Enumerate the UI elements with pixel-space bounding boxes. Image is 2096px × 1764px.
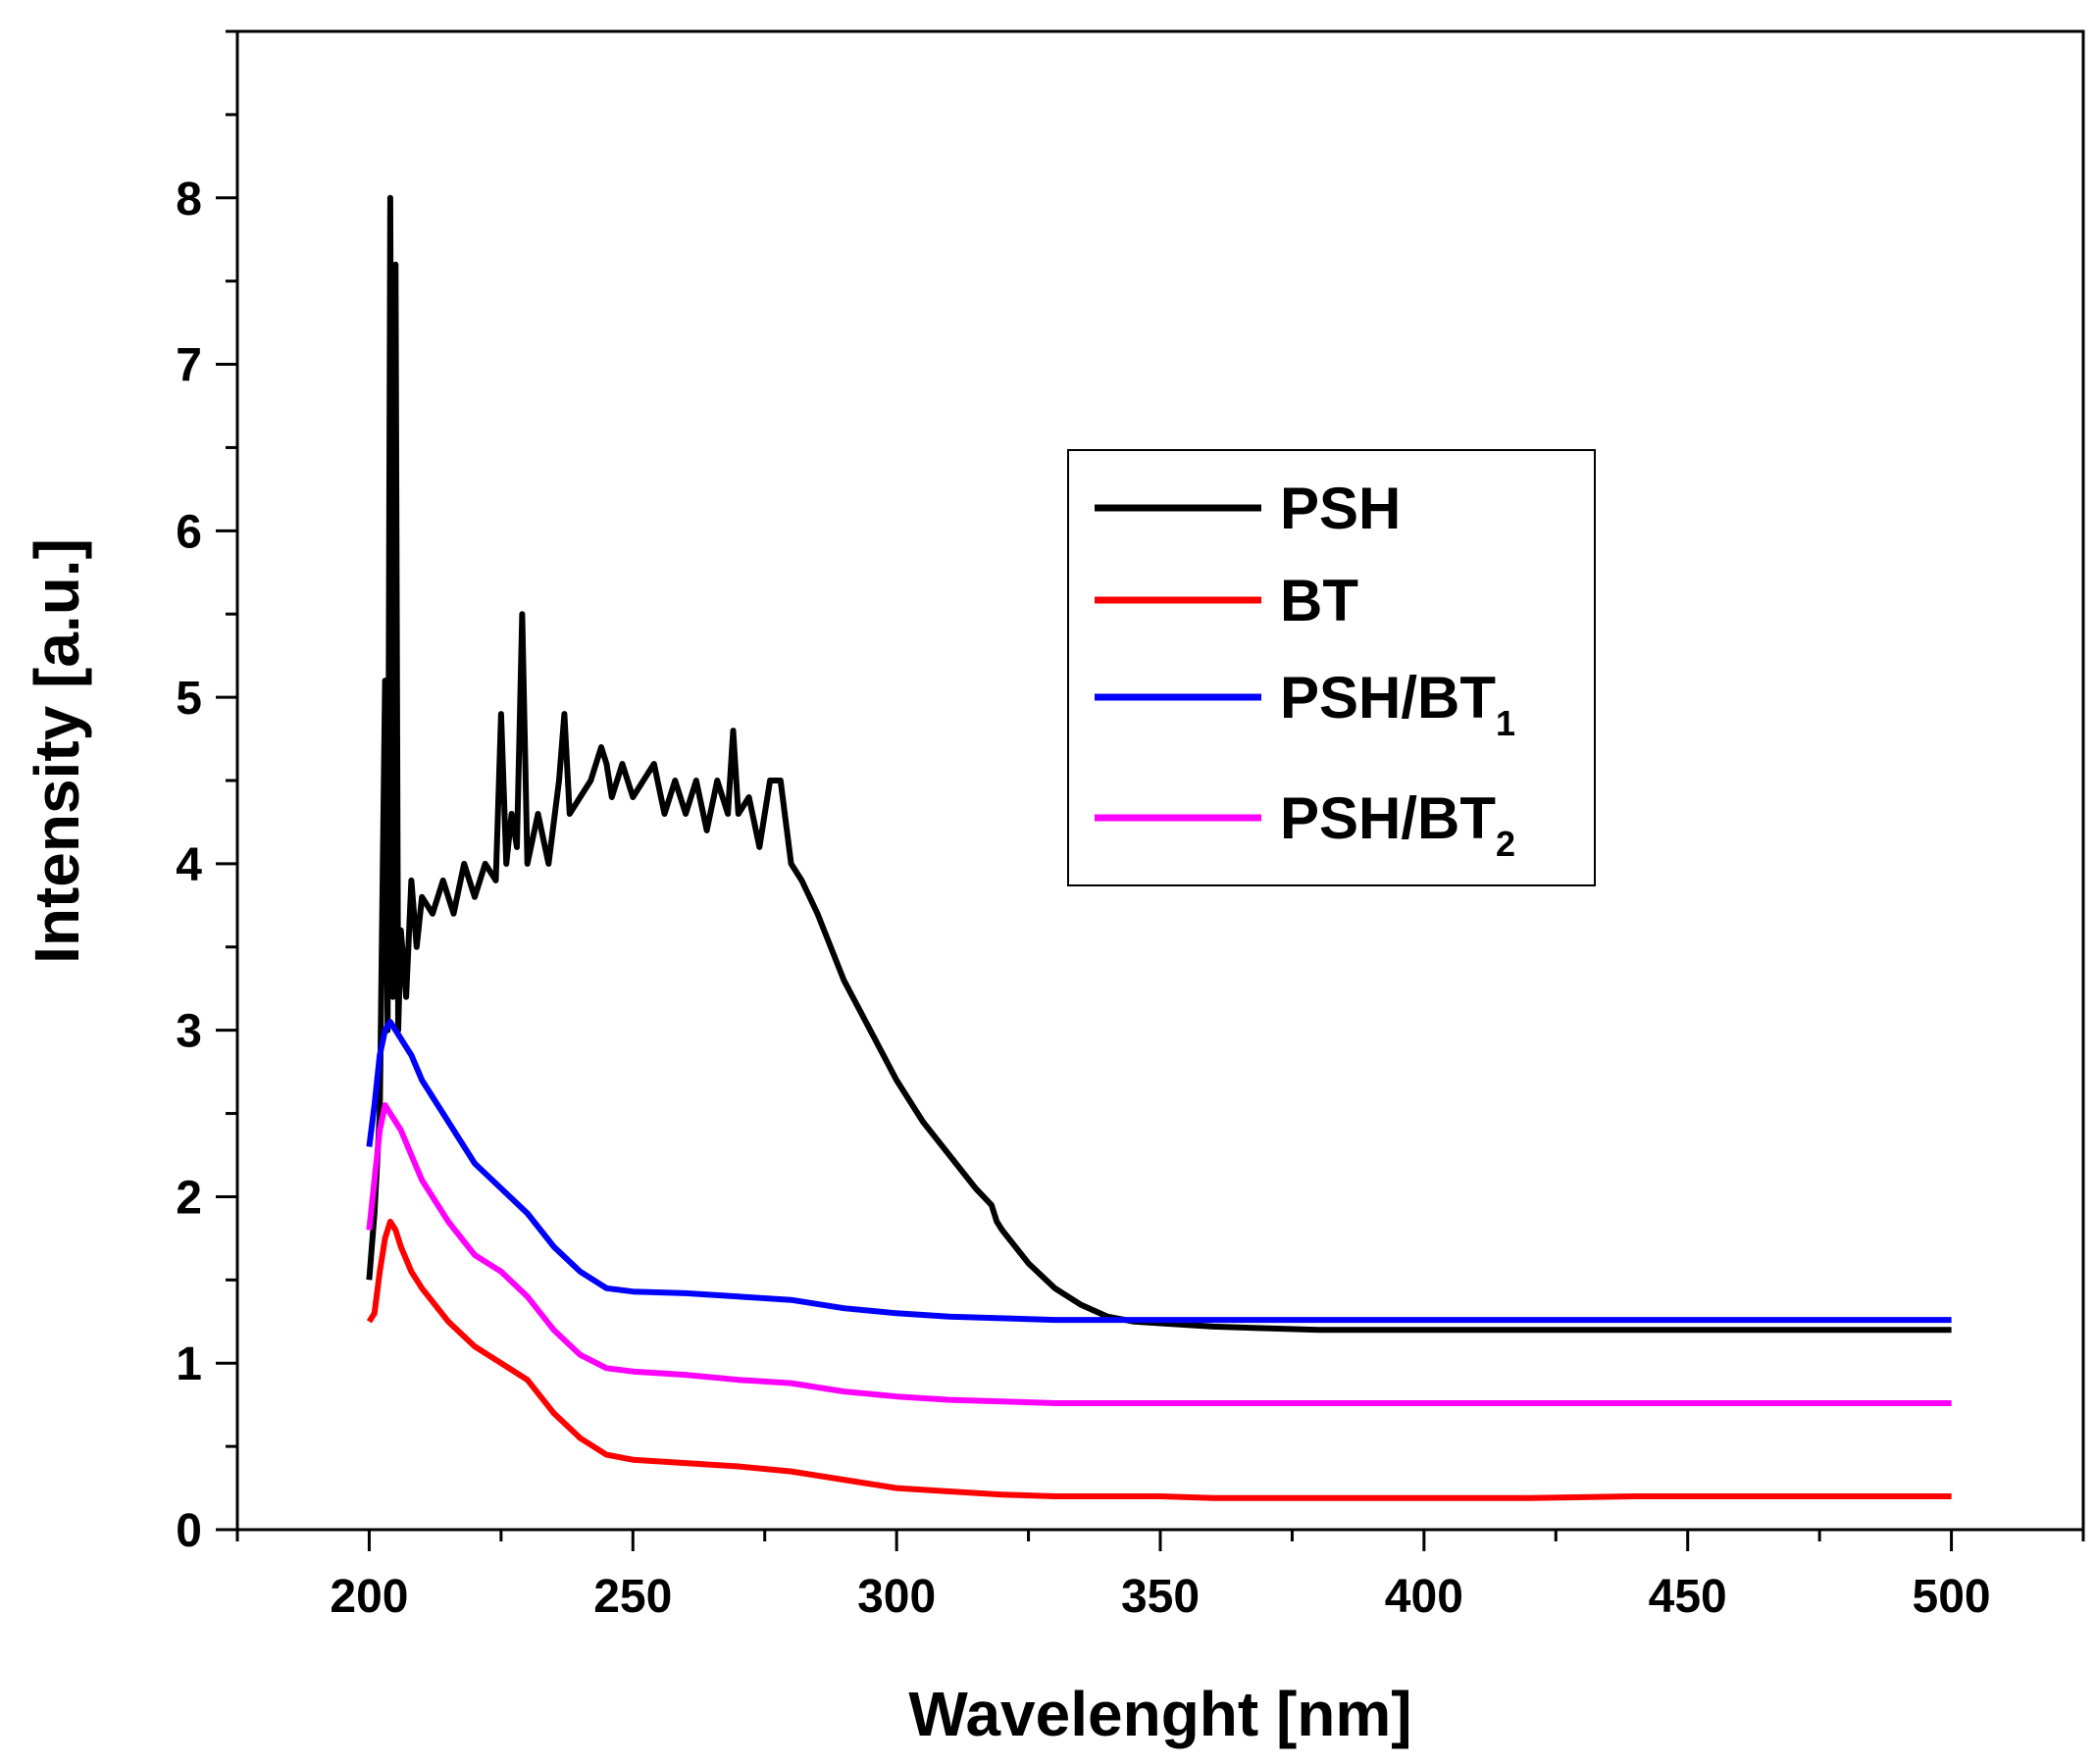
legend-label: PSH xyxy=(1280,476,1401,541)
legend-label: PSH/BT2 xyxy=(1280,785,1515,864)
tick-labels: 200 250 300 350 400 450 500 0 1 2 3 4 5 6 7 8 xyxy=(176,174,1990,1623)
y-tick-label: 6 xyxy=(176,506,202,558)
x-tick-label: 250 xyxy=(593,1571,672,1623)
series-line-3 xyxy=(366,1102,1952,1406)
series-line-2 xyxy=(366,1019,1952,1324)
x-tick-label: 300 xyxy=(857,1571,936,1623)
y-tick-label: 8 xyxy=(176,174,202,226)
x-tick-label: 450 xyxy=(1649,1571,1727,1623)
x-tick-label: 500 xyxy=(1913,1571,1991,1623)
y-tick-label: 3 xyxy=(176,1006,202,1058)
plot-frame xyxy=(235,29,2085,1532)
y-tick-label: 5 xyxy=(176,673,202,725)
y-axis-title: Intensity [a.u.] xyxy=(22,538,92,964)
series-layer xyxy=(366,194,1952,1501)
y-tick-label: 2 xyxy=(176,1172,202,1224)
x-tick-label: 350 xyxy=(1121,1571,1200,1623)
y-tick-label: 7 xyxy=(176,340,202,392)
legend-label: BT xyxy=(1280,568,1358,633)
x-axis-title: Wavelenght [nm] xyxy=(908,1679,1411,1749)
series-line-0 xyxy=(366,194,1952,1334)
y-tick-label: 4 xyxy=(176,839,202,891)
y-tick-label: 0 xyxy=(176,1505,202,1557)
x-tick-label: 200 xyxy=(330,1571,408,1623)
x-tick-label: 400 xyxy=(1385,1571,1463,1623)
y-tick-label: 1 xyxy=(176,1338,202,1390)
series-line-1 xyxy=(366,1218,1952,1501)
axis-ticks xyxy=(216,29,2085,1551)
legend: PSH BT PSH/BT1 PSH/BT2 xyxy=(1067,449,1596,886)
legend-box xyxy=(1067,449,1596,886)
legend-label: PSH/BT1 xyxy=(1280,665,1515,743)
